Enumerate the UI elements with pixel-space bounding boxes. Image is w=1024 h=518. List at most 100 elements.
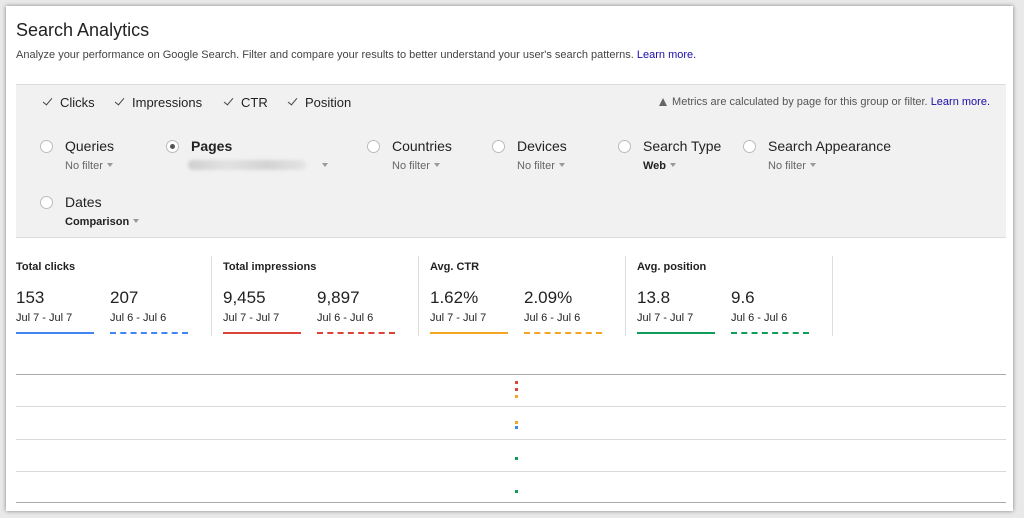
chart-gridline (16, 439, 1006, 440)
search-analytics-panel: Search Analytics Analyze your performanc… (6, 6, 1013, 511)
impressions-checkbox[interactable]: Impressions (114, 94, 202, 110)
ctr-label: CTR (241, 94, 268, 110)
avg-ctr-card[interactable]: Avg. CTR 1.62% Jul 7 - Jul 7 2.09% Jul 6… (430, 256, 626, 336)
warning-icon (659, 98, 668, 106)
position-checkbox[interactable]: Position (287, 94, 351, 110)
dates-filter-dropdown[interactable]: Comparison (65, 216, 140, 228)
clicks-checkbox[interactable]: Clicks (42, 94, 95, 110)
total-impressions-card[interactable]: Total impressions 9,455 Jul 7 - Jul 7 9,… (223, 256, 419, 336)
devices-filter-value: No filter (517, 160, 555, 172)
countries-filter-value: No filter (392, 160, 430, 172)
impressions-value-a: 9,455 (223, 288, 266, 307)
position-date-b: Jul 6 - Jul 6 (731, 312, 788, 324)
impressions-solid-legend (223, 332, 301, 334)
dates-filter-value: Comparison (65, 216, 130, 228)
ctr-value-b: 2.09% (524, 288, 573, 307)
clicks-value-b: 207 (110, 288, 139, 307)
queries-radio[interactable] (40, 140, 53, 153)
description-text: Analyze your performance on Google Searc… (16, 49, 634, 61)
dates-radio[interactable] (40, 196, 53, 209)
ctr-checkbox[interactable]: CTR (223, 94, 268, 110)
search-appearance-filter-value: No filter (768, 160, 806, 172)
countries-filter-dropdown[interactable]: No filter (392, 160, 440, 172)
clicks-label: Clicks (60, 94, 95, 110)
pages-radio[interactable] (166, 140, 179, 153)
queries-filter-dropdown[interactable]: No filter (65, 160, 113, 172)
chart-gridline (16, 471, 1006, 472)
chart-point[interactable] (515, 395, 518, 398)
pages-label: Pages (191, 138, 233, 154)
checkmark-icon (42, 96, 54, 108)
chart-baseline (16, 502, 1006, 503)
metrics-note: Metrics are calculated by page for this … (659, 96, 990, 108)
chart-point[interactable] (515, 421, 518, 424)
metrics-note-text: Metrics are calculated by page for this … (672, 96, 928, 108)
ctr-date-b: Jul 6 - Jul 6 (524, 312, 581, 324)
ctr-date-a: Jul 7 - Jul 7 (430, 312, 487, 324)
clicks-date-a: Jul 7 - Jul 7 (16, 312, 73, 324)
chart-point[interactable] (515, 457, 518, 460)
clicks-date-b: Jul 6 - Jul 6 (110, 312, 167, 324)
checkmark-icon (223, 96, 235, 108)
chevron-down-icon (322, 163, 328, 167)
avg-ctr-label: Avg. CTR (430, 261, 480, 273)
avg-position-card[interactable]: Avg. position 13.8 Jul 7 - Jul 7 9.6 Jul… (637, 256, 833, 336)
devices-radio[interactable] (492, 140, 505, 153)
clicks-value-a: 153 (16, 288, 45, 307)
search-appearance-label: Search Appearance (768, 138, 891, 154)
countries-label: Countries (392, 138, 452, 154)
dimension-filters: Queries No filter Pages Countries No fil… (16, 119, 1006, 238)
search-type-filter-dropdown[interactable]: Web (643, 160, 677, 172)
ctr-solid-legend (430, 332, 508, 334)
checkmark-icon (114, 96, 126, 108)
total-clicks-card[interactable]: Total clicks 153 Jul 7 - Jul 7 207 Jul 6… (16, 256, 212, 336)
dates-label: Dates (65, 194, 102, 210)
totals-row: Total clicks 153 Jul 7 - Jul 7 207 Jul 6… (16, 256, 1006, 346)
metrics-bar: Clicks Impressions CTR Position Metrics … (16, 84, 1006, 120)
impressions-date-a: Jul 7 - Jul 7 (223, 312, 280, 324)
total-impressions-label: Total impressions (223, 261, 317, 273)
impressions-date-b: Jul 6 - Jul 6 (317, 312, 374, 324)
queries-filter-value: No filter (65, 160, 103, 172)
checkmark-icon (287, 96, 299, 108)
devices-filter-dropdown[interactable]: No filter (517, 160, 565, 172)
total-clicks-label: Total clicks (16, 261, 76, 273)
search-type-filter-value: Web (643, 160, 667, 172)
ctr-value-a: 1.62% (430, 288, 479, 307)
countries-radio[interactable] (367, 140, 380, 153)
clicks-solid-legend (16, 332, 94, 334)
position-solid-legend (637, 332, 715, 334)
position-value-b: 9.6 (731, 288, 755, 307)
chevron-down-icon (133, 219, 140, 223)
search-appearance-filter-dropdown[interactable]: No filter (768, 160, 816, 172)
impressions-dashed-legend (317, 332, 395, 334)
search-appearance-radio[interactable] (743, 140, 756, 153)
pages-filter-dropdown[interactable] (188, 160, 328, 172)
redacted-page-filter (188, 160, 306, 170)
page-title: Search Analytics (16, 20, 150, 40)
impressions-label: Impressions (132, 94, 203, 110)
page-description: Analyze your performance on Google Searc… (16, 49, 696, 61)
position-label: Position (305, 94, 352, 110)
chevron-down-icon (809, 163, 816, 167)
divider (625, 256, 626, 336)
queries-label: Queries (65, 138, 115, 154)
divider (418, 256, 419, 336)
chart-point[interactable] (515, 388, 518, 391)
search-type-label: Search Type (643, 138, 722, 154)
divider (211, 256, 212, 336)
chart-point[interactable] (515, 426, 518, 429)
chevron-down-icon (670, 163, 677, 167)
metrics-learn-more-link[interactable]: Learn more. (930, 96, 990, 108)
learn-more-link[interactable]: Learn more. (636, 49, 697, 61)
ctr-dashed-legend (524, 332, 602, 334)
position-date-a: Jul 7 - Jul 7 (637, 312, 694, 324)
position-value-a: 13.8 (637, 288, 671, 307)
position-dashed-legend (731, 332, 809, 334)
avg-position-label: Avg. position (637, 261, 707, 273)
chart-gridline (16, 374, 1006, 375)
search-type-radio[interactable] (618, 140, 631, 153)
chart-point[interactable] (515, 381, 518, 384)
chevron-down-icon (433, 163, 440, 167)
chart-point[interactable] (515, 490, 518, 493)
